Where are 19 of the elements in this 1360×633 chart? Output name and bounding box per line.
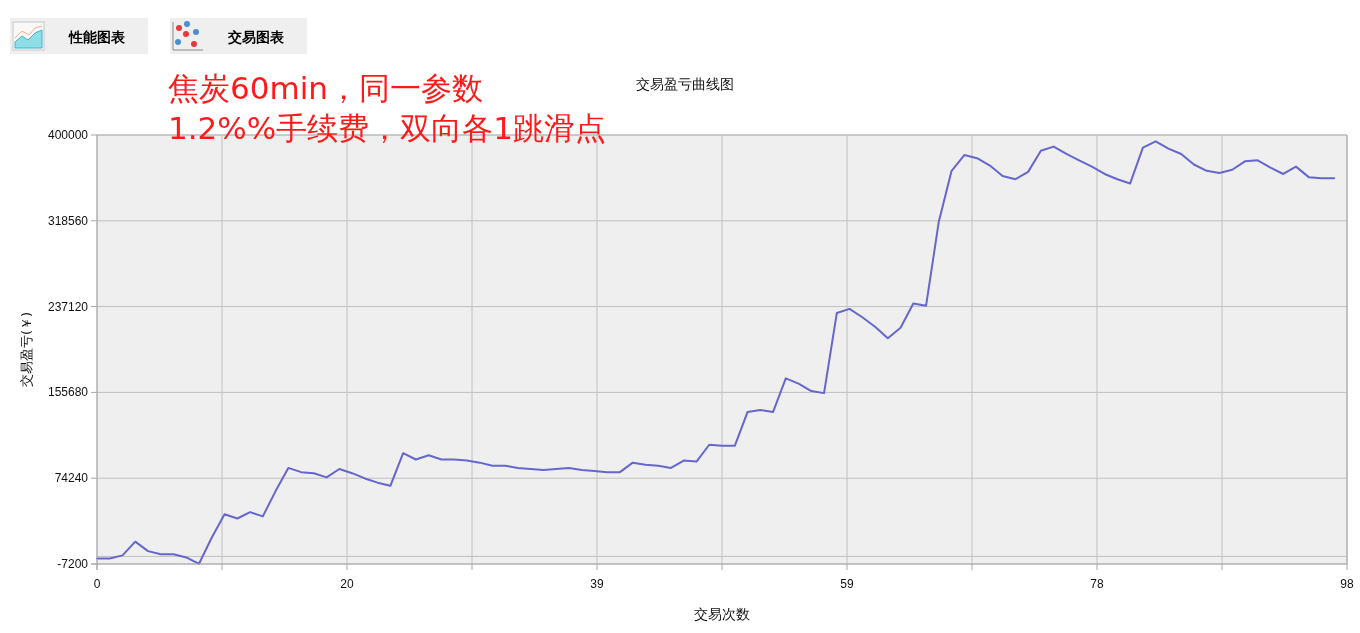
x-tick-label: 98: [1340, 577, 1354, 591]
y-tick-label: 318560: [47, 213, 89, 228]
y-tick-label: -7200: [57, 557, 89, 571]
x-axis-title: 交易次数: [694, 606, 750, 622]
x-tick-label: 59: [840, 577, 854, 591]
text: 焦炭60min，同一参数: [168, 70, 483, 106]
annotation: 1.2%%手续费，双向各1跳滑点: [168, 110, 606, 146]
y-tick-label: 237120: [47, 299, 89, 314]
x-tick-label: 39: [590, 577, 604, 591]
y-tick-label: 400000: [47, 128, 89, 142]
text: 交易图表: [227, 29, 285, 45]
y-tick-label: 155680: [47, 385, 89, 400]
x-tick-label: 78: [1090, 577, 1104, 591]
y-axis-title: 交易盈亏(￥): [19, 311, 34, 388]
chart-title: 交易盈亏曲线图: [636, 76, 734, 92]
y-tick-label: 74240: [54, 471, 89, 486]
x-tick-label: 20: [340, 577, 354, 591]
text: 性能图表: [68, 29, 126, 45]
x-tick-label: 0: [93, 577, 101, 591]
